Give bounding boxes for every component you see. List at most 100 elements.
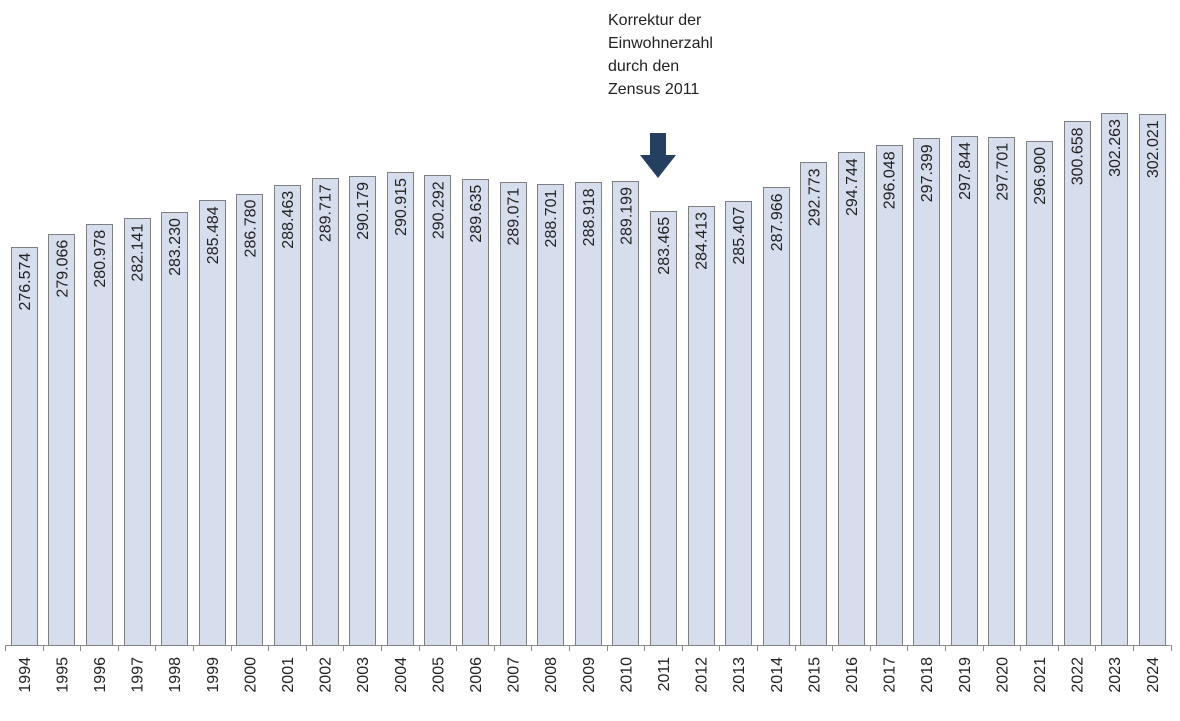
x-tick-label-2007: 2007 — [506, 657, 523, 693]
bar-2023 — [1101, 113, 1128, 646]
data-label-2019: 297.844 — [957, 142, 974, 200]
bar-2009 — [575, 182, 602, 646]
x-tick-label-2021: 2021 — [1032, 657, 1049, 693]
x-tick-label-2020: 2020 — [994, 657, 1011, 693]
bar-2006 — [462, 179, 489, 646]
x-tick-label-2019: 2019 — [957, 657, 974, 693]
data-label-2001: 288.463 — [280, 191, 297, 249]
data-label-2013: 285.407 — [731, 207, 748, 265]
bar-2004 — [387, 172, 414, 646]
bar-2017 — [876, 145, 903, 646]
data-label-2014: 287.966 — [769, 193, 786, 251]
bar-2021 — [1026, 141, 1053, 646]
x-tick-label-2017: 2017 — [882, 657, 899, 693]
bar-2010 — [612, 181, 639, 646]
bar-1996 — [86, 224, 113, 646]
x-tick-label-2009: 2009 — [581, 657, 598, 693]
data-label-2008: 288.701 — [543, 190, 560, 248]
bar-2015 — [800, 162, 827, 646]
data-label-2007: 289.071 — [506, 188, 523, 246]
bar-2018 — [913, 138, 940, 646]
x-tick-label-2012: 2012 — [694, 657, 711, 693]
bar-1997 — [124, 218, 151, 646]
data-label-1997: 282.141 — [130, 224, 147, 282]
data-label-2006: 289.635 — [468, 185, 485, 243]
x-tick-label-2013: 2013 — [731, 657, 748, 693]
bar-2013 — [725, 201, 752, 646]
x-tick-label-2000: 2000 — [242, 657, 259, 693]
down-arrow-icon — [640, 133, 676, 178]
data-label-2003: 290.179 — [355, 182, 372, 240]
data-label-2024: 302.021 — [1145, 120, 1162, 178]
data-label-2012: 284.413 — [694, 212, 711, 270]
bar-2022 — [1064, 121, 1091, 646]
data-label-2016: 294.744 — [844, 158, 861, 216]
data-label-2021: 296.900 — [1032, 147, 1049, 205]
data-label-2022: 300.658 — [1070, 127, 1087, 185]
x-tick-label-1997: 1997 — [130, 657, 147, 693]
data-label-2017: 296.048 — [882, 151, 899, 209]
data-label-2000: 286.780 — [242, 200, 259, 258]
x-tick-label-2015: 2015 — [806, 657, 823, 693]
data-label-2004: 290.915 — [393, 178, 410, 236]
bar-1998 — [161, 212, 188, 646]
data-label-1994: 276.574 — [17, 253, 34, 311]
data-label-2009: 288.918 — [581, 188, 598, 246]
x-tick-label-2011: 2011 — [656, 657, 673, 692]
x-tick-label-2002: 2002 — [318, 657, 335, 693]
data-label-2023: 302.263 — [1107, 119, 1124, 177]
x-tick-label-2018: 2018 — [919, 657, 936, 693]
data-label-2005: 290.292 — [430, 181, 447, 239]
data-label-2020: 297.701 — [994, 143, 1011, 201]
annotation-line: Zensus 2011 — [608, 81, 700, 98]
bar-2003 — [349, 176, 376, 646]
data-label-2010: 289.199 — [618, 187, 635, 245]
data-label-1996: 280.978 — [92, 230, 109, 288]
data-label-1999: 285.484 — [205, 206, 222, 264]
data-label-2015: 292.773 — [806, 168, 823, 226]
bar-2016 — [838, 152, 865, 646]
bar-2007 — [500, 182, 527, 646]
annotation-zensus-2011: Korrektur der Einwohnerzahl durch den Ze… — [608, 9, 713, 101]
x-tick-label-1994: 1994 — [17, 657, 34, 693]
bar-2002 — [312, 178, 339, 646]
x-tick-label-2001: 2001 — [280, 657, 297, 693]
bar-2001 — [274, 185, 301, 646]
bar-2012 — [688, 206, 715, 646]
x-tick-label-1995: 1995 — [54, 657, 71, 693]
x-tick-label-2005: 2005 — [430, 657, 447, 693]
bar-2014 — [763, 187, 790, 646]
x-tick-label-2010: 2010 — [618, 657, 635, 693]
x-tick-label-1998: 1998 — [167, 657, 184, 693]
x-tick-label-2014: 2014 — [769, 657, 786, 693]
bar-1995 — [48, 234, 75, 646]
data-label-1995: 279.066 — [54, 240, 71, 298]
x-tick-label-1996: 1996 — [92, 657, 109, 693]
data-label-2002: 289.717 — [318, 184, 335, 242]
bar-2024 — [1139, 114, 1166, 646]
x-tick-label-2003: 2003 — [355, 657, 372, 693]
bar-2000 — [236, 194, 263, 646]
data-label-2018: 297.399 — [919, 144, 936, 202]
bar-1999 — [199, 200, 226, 646]
bar-1994 — [11, 247, 38, 646]
bar-2008 — [537, 184, 564, 646]
x-tick-label-2024: 2024 — [1145, 657, 1162, 693]
annotation-line: Korrektur der — [608, 12, 702, 29]
bar-2005 — [424, 175, 451, 646]
x-tick-label-2006: 2006 — [468, 657, 485, 693]
x-tick-label-2022: 2022 — [1070, 657, 1087, 693]
x-tick-label-2016: 2016 — [844, 657, 861, 693]
x-tick-label-1999: 1999 — [205, 657, 222, 693]
annotation-line: Einwohnerzahl — [608, 35, 713, 52]
x-tick-label-2004: 2004 — [393, 657, 410, 693]
data-label-1998: 283.230 — [167, 218, 184, 276]
bar-2019 — [951, 136, 978, 646]
bar-2020 — [988, 137, 1015, 646]
x-tick-label-2008: 2008 — [543, 657, 560, 693]
annotation-line: durch den — [608, 58, 680, 75]
bar-2011 — [650, 211, 677, 646]
x-tick-label-2023: 2023 — [1107, 657, 1124, 693]
data-label-2011: 283.465 — [656, 217, 673, 275]
